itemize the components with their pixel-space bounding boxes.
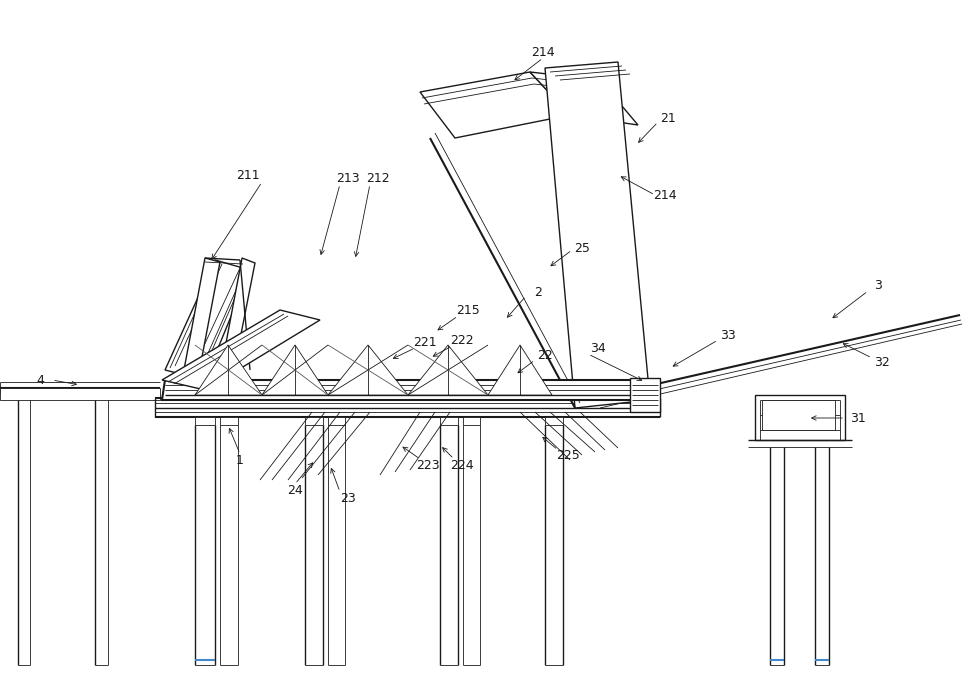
Polygon shape (629, 378, 659, 412)
Text: 32: 32 (873, 355, 889, 368)
Polygon shape (183, 258, 220, 378)
Polygon shape (327, 417, 345, 425)
Text: 33: 33 (719, 328, 735, 341)
Text: 224: 224 (449, 459, 473, 471)
Polygon shape (194, 417, 215, 425)
Polygon shape (220, 258, 255, 380)
Text: 1: 1 (235, 453, 243, 466)
Polygon shape (220, 417, 237, 425)
Polygon shape (462, 417, 480, 425)
Polygon shape (530, 72, 637, 125)
Polygon shape (165, 260, 250, 380)
Text: 22: 22 (536, 348, 552, 361)
Polygon shape (162, 380, 648, 400)
Polygon shape (544, 417, 563, 425)
Text: 214: 214 (531, 46, 554, 59)
Text: 221: 221 (412, 336, 437, 348)
Text: 214: 214 (653, 189, 676, 202)
Polygon shape (544, 62, 650, 408)
Polygon shape (194, 345, 262, 395)
Polygon shape (305, 417, 322, 425)
Text: 223: 223 (416, 459, 440, 471)
Polygon shape (419, 72, 570, 138)
Text: 211: 211 (236, 169, 260, 182)
Text: 31: 31 (849, 412, 865, 424)
Text: 21: 21 (659, 111, 675, 124)
Text: 25: 25 (573, 241, 589, 254)
Polygon shape (162, 310, 319, 390)
Polygon shape (754, 395, 844, 440)
Text: 24: 24 (287, 484, 303, 497)
Text: 3: 3 (873, 278, 881, 292)
Text: 212: 212 (365, 171, 390, 184)
Polygon shape (440, 417, 457, 425)
Polygon shape (488, 345, 551, 395)
Text: 225: 225 (556, 448, 579, 462)
Text: 222: 222 (449, 334, 473, 346)
Polygon shape (0, 388, 160, 400)
Polygon shape (327, 345, 407, 395)
Text: 215: 215 (455, 303, 480, 316)
Polygon shape (407, 345, 488, 395)
Polygon shape (262, 345, 327, 395)
Text: 23: 23 (340, 491, 356, 504)
Polygon shape (761, 400, 834, 430)
Text: 2: 2 (533, 285, 541, 299)
Text: 34: 34 (589, 341, 606, 354)
Text: 213: 213 (336, 171, 360, 184)
Text: 4: 4 (36, 374, 44, 386)
